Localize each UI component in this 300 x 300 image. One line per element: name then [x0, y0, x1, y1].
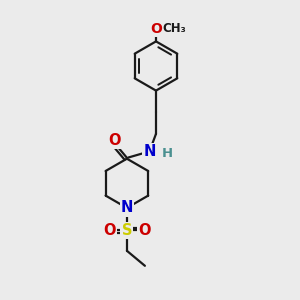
Text: O: O — [103, 223, 116, 238]
Text: O: O — [138, 223, 151, 238]
Text: CH₃: CH₃ — [163, 22, 186, 35]
Text: O: O — [150, 22, 162, 36]
Text: H: H — [162, 147, 173, 160]
Text: O: O — [108, 133, 121, 148]
Text: N: N — [121, 200, 133, 215]
Text: S: S — [122, 223, 132, 238]
Text: N: N — [143, 144, 156, 159]
